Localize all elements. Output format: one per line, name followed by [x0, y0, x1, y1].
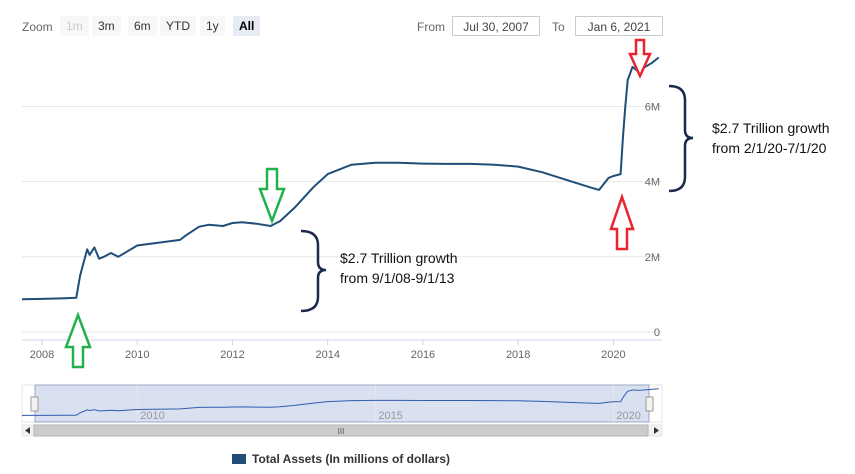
navigator-series-line	[22, 388, 659, 416]
series-layer	[21, 56, 660, 301]
zoom-1m-button[interactable]: 1m	[60, 16, 89, 36]
first-growth-line-2: from 9/1/08-9/1/13	[340, 270, 455, 286]
navigator[interactable]: 2010 2015 2020 III	[21, 384, 663, 437]
from-date-input[interactable]: Jul 30, 2007	[452, 16, 540, 36]
navigator-tick-label: 2010	[140, 410, 164, 422]
red-down-arrow-icon	[628, 38, 652, 80]
navigator-right-handle[interactable]	[645, 396, 654, 412]
navigator-left-handle[interactable]	[30, 396, 39, 412]
scroll-left-arrow-icon[interactable]	[25, 427, 30, 434]
first-growth-line-1: $2.7 Trillion growth	[340, 250, 458, 266]
scrollbar-grip: III	[338, 427, 345, 436]
second-growth-line-2: from 2/1/20-7/1/20	[712, 140, 827, 156]
chart-legend[interactable]: Total Assets (In millions of dollars)	[232, 452, 450, 466]
x-tick-label: 2020	[601, 349, 625, 361]
y-tick-label: 4M	[645, 177, 660, 189]
range-selector-toolbar: Zoom 1m 3m 6m YTD 1y All From Jul 30, 20…	[0, 0, 855, 50]
gridlines	[22, 105, 662, 333]
first-growth-annotation: $2.7 Trillion growth from 9/1/08-9/1/13	[340, 248, 458, 288]
x-tick-label: 2018	[506, 349, 530, 361]
x-tick-label: 2014	[315, 349, 339, 361]
navigator-selection[interactable]	[34, 384, 650, 423]
red-up-arrow-icon	[609, 193, 635, 251]
x-tick-label: 2012	[220, 349, 244, 361]
navigator-ticks: 2010 2015 2020	[136, 385, 641, 422]
green-up-arrow-icon	[64, 311, 92, 369]
y-tick-label: 6M	[645, 101, 660, 113]
first-growth-bracket	[300, 229, 327, 313]
scrollbar-thumb[interactable]	[33, 424, 649, 437]
y-tick-label: 2M	[645, 252, 660, 264]
y-axis-ticks: 0 2M 4M 6M	[645, 101, 660, 339]
second-growth-bracket	[668, 84, 694, 193]
from-label: From	[417, 20, 445, 34]
navigator-tick-label: 2015	[378, 410, 402, 422]
zoom-ytd-button[interactable]: YTD	[160, 16, 196, 36]
y-tick-label: 0	[654, 327, 660, 339]
legend-label: Total Assets (In millions of dollars)	[252, 452, 451, 466]
x-tick-label: 2016	[411, 349, 435, 361]
zoom-all-button[interactable]: All	[233, 16, 261, 36]
second-growth-annotation: $2.7 Trillion growth from 2/1/20-7/1/20	[712, 118, 830, 158]
to-date-input[interactable]: Jan 6, 2021	[575, 16, 663, 36]
scroll-right-arrow-icon[interactable]	[654, 427, 659, 434]
zoom-label: Zoom	[22, 20, 53, 34]
series-line	[21, 56, 660, 301]
zoom-3m-button[interactable]: 3m	[92, 16, 121, 36]
to-label: To	[552, 20, 565, 34]
navigator-tick-label: 2020	[616, 410, 640, 422]
x-axis-ticks: 2008 2010 2012 2014 2016 2018 2020	[30, 340, 626, 361]
x-tick-label: 2008	[30, 349, 54, 361]
green-down-arrow-icon	[258, 167, 286, 225]
second-growth-line-1: $2.7 Trillion growth	[712, 120, 830, 136]
legend-swatch	[232, 454, 246, 464]
zoom-6m-button[interactable]: 6m	[128, 16, 157, 36]
zoom-1y-button[interactable]: 1y	[200, 16, 225, 36]
x-tick-label: 2010	[125, 349, 149, 361]
